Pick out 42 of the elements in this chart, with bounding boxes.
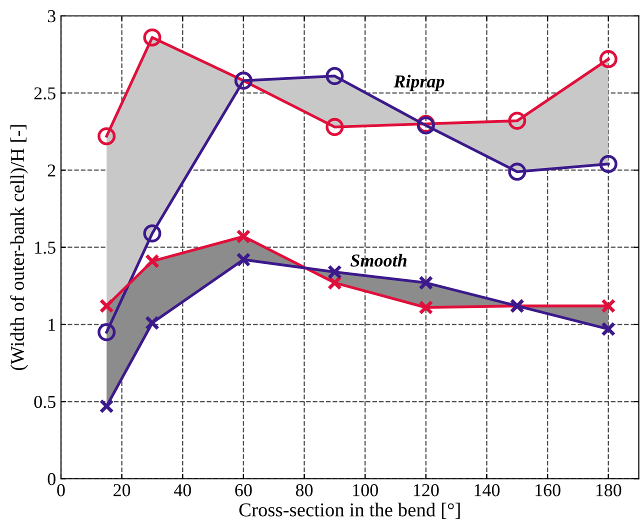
point	[508, 112, 526, 130]
x-tick-label: 140	[474, 484, 500, 496]
point	[236, 252, 251, 267]
point	[236, 229, 251, 244]
y-tick-label: 2.5	[34, 87, 56, 100]
y-tick-label: 0	[48, 473, 56, 486]
x-tick-label: 100	[353, 484, 378, 496]
point	[143, 28, 162, 46]
point	[326, 67, 344, 86]
y-tick-label: 2	[48, 164, 56, 176]
point	[599, 154, 618, 174]
annotation: Riprap	[394, 74, 444, 92]
y-tick-label: 1.5	[35, 242, 56, 254]
point	[99, 398, 114, 414]
point	[601, 322, 616, 336]
point	[601, 298, 616, 314]
y-tick-label: 3	[48, 10, 56, 22]
point	[143, 224, 162, 242]
point	[599, 50, 618, 68]
x-axis-title: Cross-section in the bend [°]	[239, 502, 460, 519]
x-tick-label: 160	[536, 484, 560, 496]
point	[326, 118, 344, 136]
point	[418, 300, 434, 315]
y-tick-label: 0.5	[34, 396, 56, 408]
point	[144, 254, 160, 268]
x-tick-label: 0	[57, 484, 65, 496]
y-tick-label: 1	[48, 318, 56, 331]
x-tick-label: 40	[174, 484, 191, 496]
point	[98, 323, 116, 342]
point	[144, 316, 160, 330]
x-tick-label: 180	[596, 484, 622, 496]
point	[99, 298, 114, 314]
point	[508, 162, 526, 181]
x-tick-label: 20	[114, 484, 130, 496]
y-axis-title: (Width of outer-bank cell)/H [-]	[10, 125, 28, 370]
x-tick-label: 80	[296, 484, 313, 496]
point	[418, 276, 434, 290]
point	[98, 127, 116, 146]
x-tick-label: 120	[414, 484, 439, 496]
point	[327, 264, 342, 280]
annotation: Smooth	[350, 254, 406, 267]
x-tick-label: 60	[235, 484, 252, 496]
